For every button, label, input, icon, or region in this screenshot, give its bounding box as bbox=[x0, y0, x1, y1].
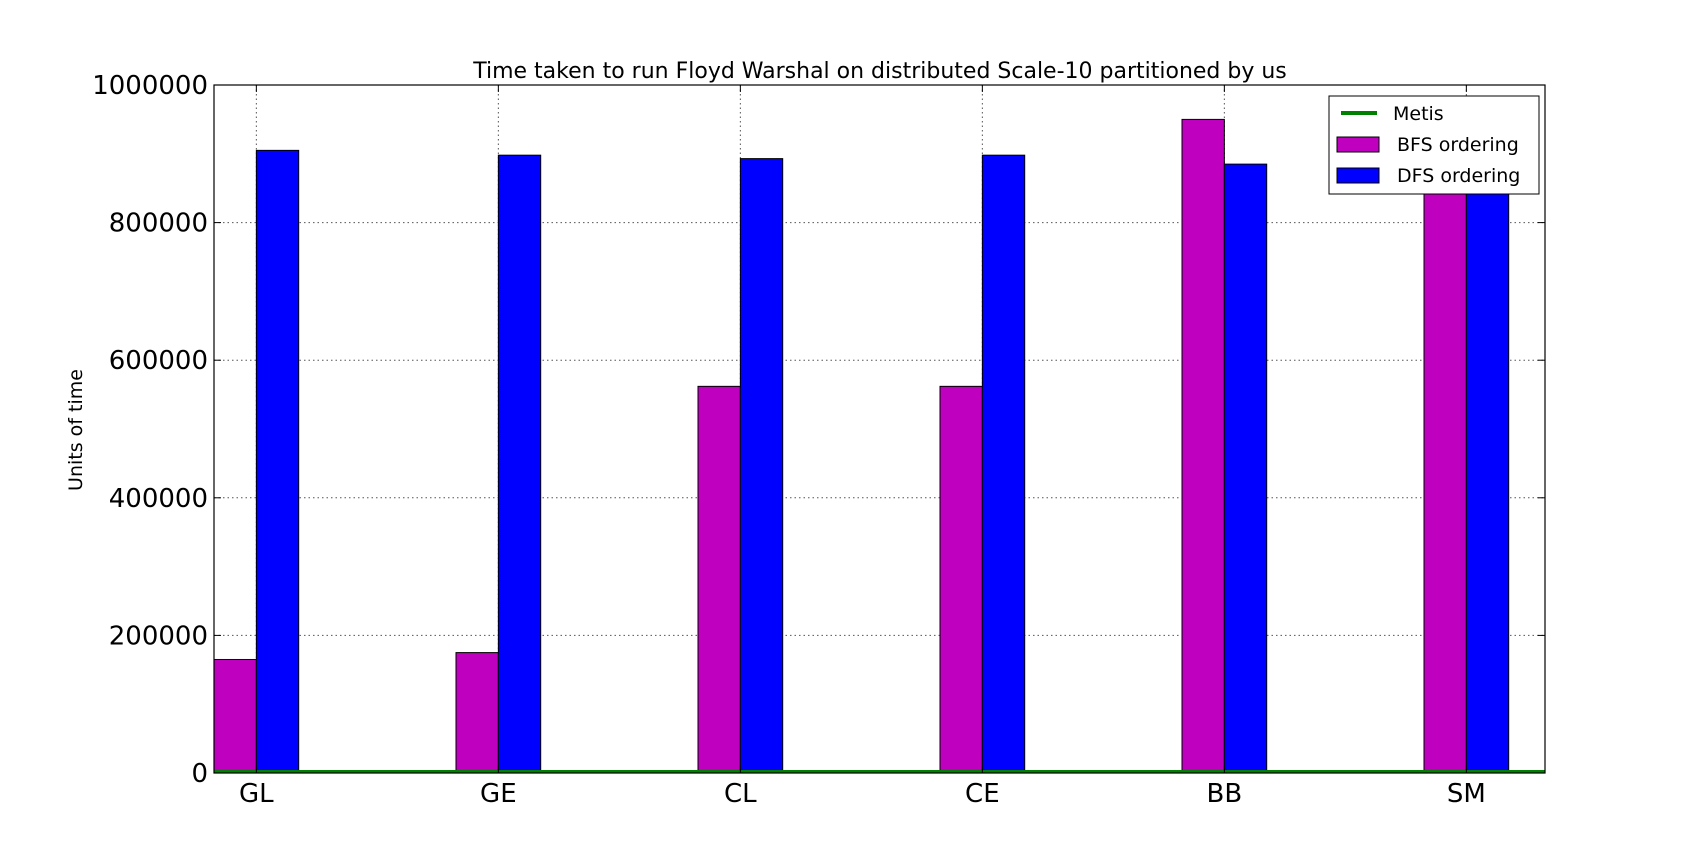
legend-label: DFS ordering bbox=[1397, 165, 1520, 187]
bar bbox=[255, 149, 300, 774]
bar bbox=[1181, 118, 1225, 774]
axis-ticks: 0 200000 400000 600000 800000 1000000 GL GE CL CE… bbox=[92, 71, 1545, 809]
bar bbox=[213, 658, 257, 774]
legend-label: BFS ordering bbox=[1397, 134, 1519, 156]
bar bbox=[1423, 163, 1467, 774]
plot-area-frame bbox=[213, 84, 1546, 774]
y-tick-label: 0 bbox=[191, 759, 208, 789]
bar bbox=[981, 154, 1026, 774]
bar bbox=[1465, 163, 1510, 774]
x-tick-label: GL bbox=[239, 779, 274, 809]
x-tick-label: SM bbox=[1447, 779, 1486, 809]
y-tick-label: 400000 bbox=[109, 484, 208, 514]
legend-label: Metis bbox=[1393, 103, 1444, 125]
x-tick-label: BB bbox=[1207, 779, 1243, 809]
x-tick-label: CE bbox=[965, 779, 1000, 809]
x-tick-label: GE bbox=[480, 779, 517, 809]
y-axis-label: Units of time bbox=[65, 369, 87, 491]
bar bbox=[739, 158, 784, 774]
bar bbox=[455, 652, 499, 774]
legend: Metis BFS ordering DFS ordering bbox=[1328, 95, 1540, 195]
legend-swatch bbox=[1336, 136, 1380, 153]
y-tick-label: 600000 bbox=[109, 346, 208, 376]
y-tick-label: 200000 bbox=[109, 621, 208, 651]
bar bbox=[497, 154, 542, 774]
y-tick-label: 800000 bbox=[109, 209, 208, 239]
gridlines bbox=[214, 85, 1545, 773]
chart-title: Time taken to run Floyd Warshal on distr… bbox=[472, 59, 1287, 84]
y-tick-label: 1000000 bbox=[92, 71, 208, 101]
bar bbox=[939, 385, 983, 774]
bar bbox=[697, 385, 741, 774]
bars bbox=[213, 118, 1510, 774]
x-tick-label: CL bbox=[724, 779, 757, 809]
bar bbox=[1223, 163, 1268, 774]
legend-swatch bbox=[1336, 167, 1380, 184]
